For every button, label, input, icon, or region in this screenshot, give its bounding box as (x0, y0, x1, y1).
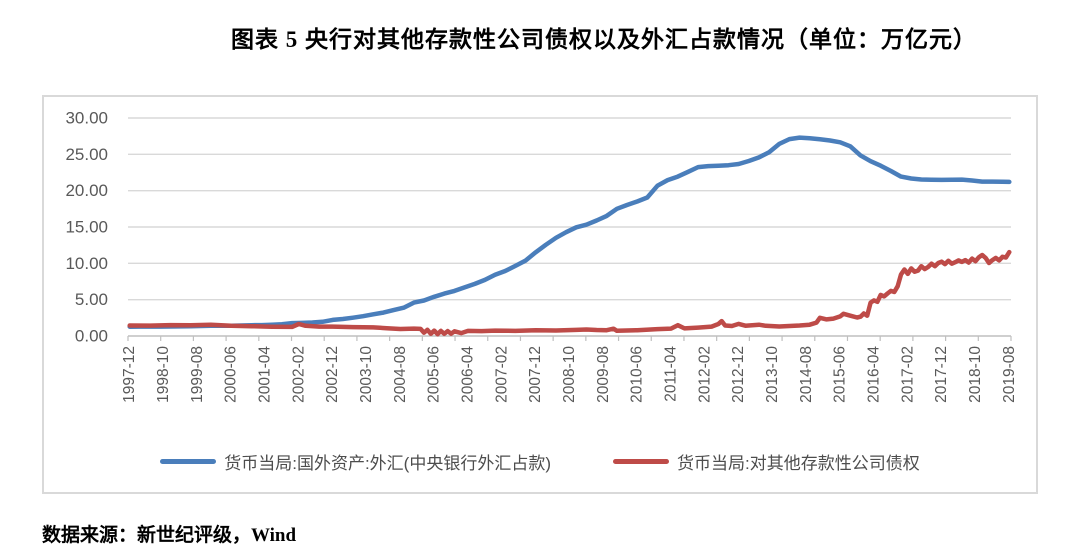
legend: 货币当局:国外资产:外汇(中央银行外汇占款) 货币当局:对其他存款性公司债权 (44, 449, 1036, 474)
svg-text:2008-10: 2008-10 (561, 346, 578, 403)
svg-text:1998-10: 1998-10 (155, 346, 172, 403)
legend-item-claims: 货币当局:对其他存款性公司债权 (613, 449, 920, 474)
svg-text:2019-08: 2019-08 (1001, 346, 1018, 403)
chart-title: 图表 5 央行对其他存款性公司债权以及外汇占款情况（单位：万亿元） (231, 27, 977, 52)
series-line-claims (127, 249, 1012, 337)
svg-text:2003-10: 2003-10 (358, 346, 375, 403)
legend-label-fx: 货币当局:国外资产:外汇(中央银行外汇占款) (224, 454, 552, 473)
svg-text:0.00: 0.00 (75, 327, 108, 346)
legend-line-sample-red (613, 459, 670, 464)
svg-text:2005-06: 2005-06 (426, 346, 443, 403)
svg-text:5.00: 5.00 (75, 290, 108, 309)
legend-item-fx: 货币当局:国外资产:外汇(中央银行外汇占款) (160, 449, 551, 474)
svg-text:2006-04: 2006-04 (460, 346, 477, 403)
svg-text:1997-12: 1997-12 (121, 346, 138, 403)
svg-text:2002-12: 2002-12 (324, 346, 341, 403)
svg-text:2009-08: 2009-08 (595, 346, 612, 403)
svg-text:2015-06: 2015-06 (832, 346, 849, 403)
series-line-fx (127, 135, 1012, 329)
y-axis-labels: 0.00 5.00 10.00 15.00 20.00 25.00 30.00 (65, 109, 108, 346)
legend-line-sample-blue (160, 459, 217, 464)
svg-text:1999-08: 1999-08 (189, 346, 206, 403)
svg-text:2001-04: 2001-04 (257, 346, 274, 403)
svg-text:30.00: 30.00 (65, 109, 108, 128)
line-chart: 0.00 5.00 10.00 15.00 20.00 25.00 30.00 1997-12… (65, 109, 1018, 403)
x-axis-labels: 1997-12 1998-10 1999-08 2000-06 2001-04 2002-… (121, 346, 1018, 403)
data-source: 数据来源：新世纪评级，Wind (42, 525, 297, 546)
svg-text:2018-10: 2018-10 (967, 346, 984, 403)
svg-text:2010-06: 2010-06 (629, 346, 646, 403)
svg-text:2013-10: 2013-10 (764, 346, 781, 403)
svg-text:2017-12: 2017-12 (933, 346, 950, 403)
svg-text:2016-04: 2016-04 (865, 346, 882, 403)
svg-text:2017-02: 2017-02 (899, 346, 916, 403)
svg-text:20.00: 20.00 (65, 181, 108, 200)
svg-text:2002-02: 2002-02 (290, 346, 307, 403)
svg-text:25.00: 25.00 (65, 145, 108, 164)
svg-text:10.00: 10.00 (65, 254, 108, 273)
svg-text:15.00: 15.00 (65, 218, 108, 237)
svg-text:2004-08: 2004-08 (392, 346, 409, 403)
svg-text:2000-06: 2000-06 (223, 346, 240, 403)
svg-text:2014-08: 2014-08 (798, 346, 815, 403)
svg-text:2012-12: 2012-12 (730, 346, 747, 403)
svg-text:2007-02: 2007-02 (493, 346, 510, 403)
svg-text:2011-04: 2011-04 (662, 346, 679, 402)
svg-text:2007-12: 2007-12 (527, 346, 544, 403)
gridlines (128, 117, 1011, 301)
legend-label-claims: 货币当局:对其他存款性公司债权 (677, 454, 920, 473)
svg-text:2012-02: 2012-02 (696, 346, 713, 403)
x-axis (127, 335, 1012, 341)
chart-container: 0.00 5.00 10.00 15.00 20.00 25.00 30.00 1997-12… (42, 95, 1038, 494)
